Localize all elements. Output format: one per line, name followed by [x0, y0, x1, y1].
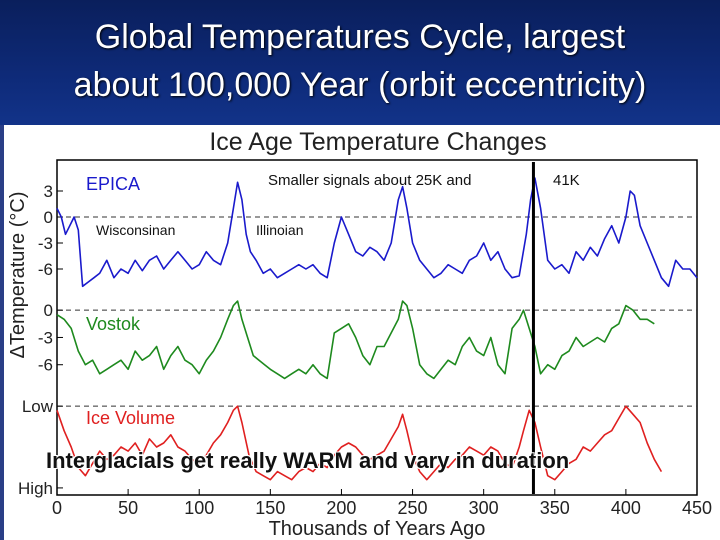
y-axis-label: ΔTemperature (°C): [7, 192, 29, 359]
y-tick-label: High: [18, 479, 53, 498]
panel-label: EPICA: [86, 174, 140, 194]
x-tick-label: 50: [118, 498, 138, 518]
x-tick-label: 0: [52, 498, 62, 518]
series-line-epica: [56, 177, 698, 288]
y-tick-label: 3: [44, 182, 53, 201]
panel-label: Ice Volume: [86, 408, 175, 428]
x-tick-label: 300: [469, 498, 499, 518]
x-tick-label: 250: [398, 498, 428, 518]
annotation-smaller-signals: Smaller signals about 25K and: [268, 172, 472, 189]
slide-left-strip: [0, 125, 4, 540]
series-line-ice-volume: [56, 405, 663, 481]
annotation-41k: 41K: [553, 172, 580, 189]
annotation-illinoian: Illinoian: [256, 222, 304, 238]
plot-frame: [56, 159, 698, 496]
annotation-wisconsinan: Wisconsinan: [96, 222, 176, 238]
y-tick-label: -3: [38, 328, 53, 347]
x-tick-label: 200: [326, 498, 356, 518]
y-tick-label: -6: [38, 260, 53, 279]
y-tick-label: Low: [22, 397, 54, 416]
y-tick-label: 0: [44, 208, 53, 227]
slide-title-line-1: Global Temperatures Cycle, largest: [94, 18, 626, 56]
x-tick-label: 350: [540, 498, 570, 518]
y-tick-label: -3: [38, 234, 53, 253]
x-tick-label: 100: [184, 498, 214, 518]
x-tick-label: 400: [611, 498, 641, 518]
x-axis-label: Thousands of Years Ago: [269, 518, 486, 540]
x-tick-label: 150: [255, 498, 285, 518]
title-banner: Global Temperatures Cycle, largest about…: [0, 0, 720, 125]
series-line-vostok: [56, 300, 655, 380]
y-tick-label: 0: [44, 301, 53, 320]
slide-title-line-2: about 100,000 Year (orbit eccentricity): [73, 66, 647, 104]
chart-title: Ice Age Temperature Changes: [209, 128, 546, 156]
y-tick-label: -6: [38, 356, 53, 375]
annotation-interglacials: Interglacials get really WARM and vary i…: [46, 448, 570, 473]
x-tick-label: 450: [682, 498, 712, 518]
panel-label: Vostok: [86, 314, 141, 334]
